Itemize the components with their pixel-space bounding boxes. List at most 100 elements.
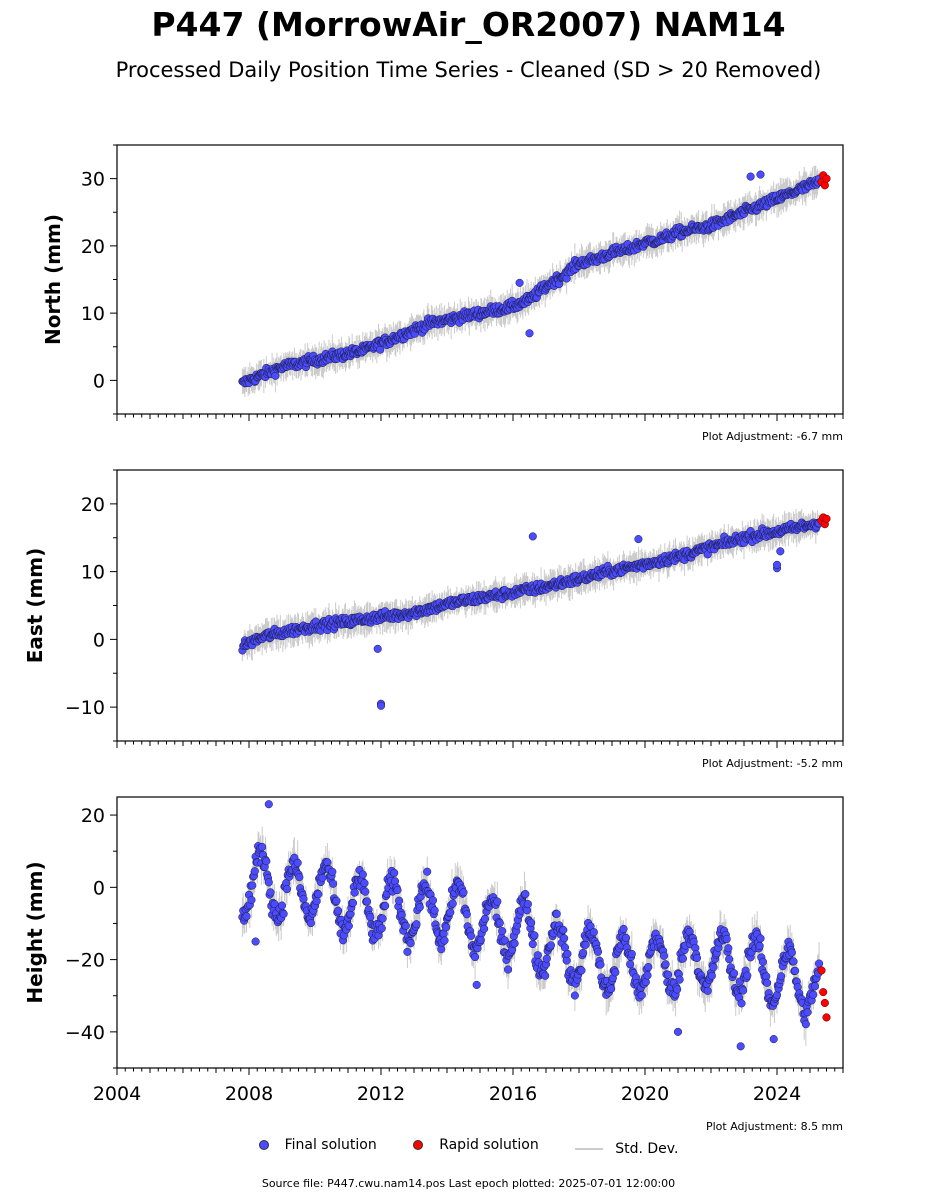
x-tick-label: 2016: [489, 1083, 537, 1105]
final-point: [593, 947, 603, 956]
y-tick-label: 20: [81, 236, 105, 258]
final-point: [801, 1020, 810, 1029]
final-point: [527, 918, 536, 927]
final-point: [495, 918, 504, 927]
final-point: [381, 901, 390, 910]
final-point: [546, 941, 556, 950]
final-point: [401, 921, 410, 930]
east-final-points: [238, 518, 824, 710]
final-point: [530, 931, 539, 940]
final-point: [643, 971, 652, 980]
final-point: [361, 887, 370, 896]
final-point: [412, 920, 421, 929]
final-point: [552, 909, 561, 918]
y-tick-label: −20: [65, 950, 105, 972]
panel-height: 2004 2008 2012 2016 2020 2024 −40 −20 0 20 Height …: [23, 796, 844, 1133]
final-point: [437, 945, 446, 954]
x-tick-label: 2012: [357, 1083, 405, 1105]
height-x-ticks: [116, 1068, 844, 1075]
final-point: [627, 949, 636, 959]
final-point: [480, 924, 489, 933]
y-tick-label: 10: [81, 303, 105, 325]
final-point: [423, 867, 432, 876]
final-point: [673, 985, 682, 994]
final-point: [678, 954, 688, 963]
final-point-outlier: [376, 701, 386, 710]
east-y-ticks: [110, 469, 117, 742]
y-tick-label: 0: [93, 877, 105, 899]
final-point: [277, 901, 287, 910]
legend-rapid-label: Rapid solution: [439, 1137, 539, 1153]
final-point-outlier: [525, 329, 534, 338]
north-plot-adjustment: Plot Adjustment: -6.7 mm: [702, 430, 843, 443]
y-tick-label: 0: [93, 370, 105, 392]
final-point: [358, 870, 367, 879]
final-point: [626, 960, 635, 969]
final-point: [589, 928, 598, 937]
final-point: [533, 951, 542, 960]
x-tick-label: 2008: [225, 1083, 273, 1105]
final-point: [248, 881, 257, 890]
source-note: Source file: P447.cwu.nam14.pos Last epo…: [261, 1177, 676, 1190]
north-rapid-points: [817, 171, 831, 190]
final-point: [446, 908, 455, 917]
final-point: [415, 903, 424, 912]
panel-east: −10 0 10 20 East (mm) Plot Adjustment: -5.2 m…: [23, 469, 844, 770]
final-point: [722, 934, 731, 944]
final-point: [282, 885, 292, 894]
final-point: [563, 949, 572, 958]
final-point: [403, 947, 412, 956]
final-point-outlier: [528, 532, 537, 541]
east-y-axis-label: East (mm): [23, 548, 47, 664]
final-point: [258, 842, 267, 852]
final-point: [644, 963, 653, 972]
final-point: [703, 986, 712, 995]
final-point: [772, 991, 782, 1000]
final-point-outlier: [472, 980, 481, 989]
x-tick-label: 2004: [93, 1083, 141, 1105]
final-point: [756, 934, 765, 943]
final-point: [500, 936, 509, 945]
east-plot-adjustment: Plot Adjustment: -5.2 mm: [702, 757, 843, 770]
rapid-point: [819, 988, 828, 997]
chart-subtitle: Processed Daily Position Time Series - C…: [115, 58, 822, 82]
final-point: [621, 933, 631, 942]
final-point-outlier: [772, 560, 782, 569]
final-point-outlier: [673, 1027, 683, 1036]
final-point: [493, 897, 502, 906]
final-point-outlier: [251, 937, 260, 946]
final-point: [810, 982, 820, 991]
final-point: [570, 991, 579, 1000]
final-point: [815, 959, 824, 968]
final-point: [266, 888, 275, 897]
final-point: [428, 896, 438, 905]
final-point-outlier: [515, 278, 524, 287]
y-tick-label: −40: [65, 1022, 105, 1044]
final-point: [466, 931, 475, 940]
final-point-outlier: [769, 1035, 778, 1044]
final-point: [442, 923, 451, 932]
final-point: [777, 972, 786, 981]
final-point: [787, 948, 796, 957]
y-tick-label: −10: [65, 697, 105, 719]
final-point: [360, 879, 369, 888]
final-point: [528, 940, 537, 949]
legend-item-rapid: Rapid solution: [413, 1137, 539, 1153]
rapid-point: [822, 514, 831, 523]
final-point-outlier: [756, 170, 765, 179]
final-point: [314, 890, 323, 899]
final-point-outlier: [634, 535, 643, 544]
y-tick-label: 20: [81, 805, 105, 827]
rapid-point: [822, 174, 831, 183]
x-tick-label: 2020: [621, 1083, 669, 1105]
final-point: [521, 889, 530, 899]
final-point: [279, 909, 288, 918]
rapid-point: [820, 998, 829, 1008]
final-point: [334, 906, 343, 915]
height-plot-adjustment: Plot Adjustment: 8.5 mm: [706, 1120, 843, 1133]
height-y-axis-label: Height (mm): [23, 861, 47, 1003]
final-point: [459, 888, 468, 897]
final-point: [476, 936, 485, 945]
final-point: [498, 927, 507, 936]
final-point: [542, 954, 551, 963]
